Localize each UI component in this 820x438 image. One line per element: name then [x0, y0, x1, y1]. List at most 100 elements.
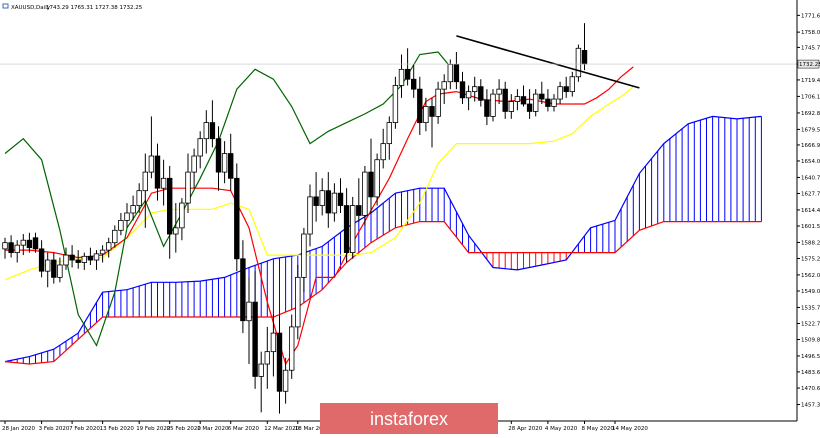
ichimoku-lines: [4, 51, 634, 366]
candle-body: [423, 106, 429, 123]
price-tick-label: 1771.60: [801, 13, 820, 19]
senkou-span-b-line: [4, 221, 762, 365]
trendline: [456, 35, 640, 89]
candle-body: [380, 143, 386, 161]
candle-body: [343, 205, 350, 253]
candle-body: [282, 369, 289, 392]
candle-body: [465, 91, 472, 99]
time-tick-label: 4 May 2020: [545, 426, 578, 432]
candle-body: [118, 220, 124, 231]
price-tick-label: 1640.70: [801, 175, 820, 181]
candle-body: [563, 86, 569, 93]
candle-body: [215, 138, 222, 173]
time-tick-label: 28 Jan 2020: [2, 426, 35, 432]
time-tick-label: 13 Feb 2020: [100, 426, 135, 432]
candle-body: [581, 50, 588, 65]
candle-body: [349, 205, 356, 253]
candle-body: [227, 153, 234, 179]
candle-body: [313, 196, 319, 206]
candle-body: [526, 103, 533, 112]
time-tick-label: 7 Feb 2020: [69, 426, 100, 432]
candle-body: [374, 159, 380, 198]
symbol-icon: [2, 3, 9, 9]
candle-body: [508, 101, 514, 112]
candle-body: [337, 192, 344, 206]
candle-body: [234, 177, 240, 260]
candle-body: [93, 253, 100, 261]
price-tick-label: 1614.45: [801, 208, 820, 214]
candle-body: [124, 212, 130, 221]
candle-body: [57, 264, 63, 278]
price-tick-label: 1719.45: [801, 78, 820, 84]
candle-body: [209, 122, 216, 140]
candle-body: [185, 171, 191, 204]
time-tick-label: 8 May 2020: [582, 426, 615, 432]
candle-body: [441, 81, 447, 90]
time-tick-label: 12 Mar 2020: [264, 426, 299, 432]
candle-body: [429, 106, 435, 117]
price-tick-label: 1562.00: [801, 273, 820, 279]
last-price-label: 1732.25: [799, 62, 820, 68]
price-tick-label: 1575.25: [801, 256, 820, 262]
candle-body: [14, 244, 20, 254]
candle-body: [557, 86, 563, 100]
candle-body: [435, 88, 441, 117]
candle-body: [569, 76, 575, 93]
candle-body: [295, 276, 301, 328]
candle-body: [502, 88, 508, 112]
candle-body: [191, 155, 197, 173]
candle-body: [63, 254, 69, 266]
senkou-span-a-line: [4, 115, 762, 363]
time-tick-label: 3 Feb 2020: [39, 426, 70, 432]
price-tick-label: 1483.65: [801, 370, 820, 376]
candle-body: [148, 155, 155, 173]
candle-body: [203, 122, 209, 140]
candle-body: [484, 99, 490, 117]
candle-body: [533, 93, 539, 112]
candle-body: [386, 122, 392, 145]
price-tick-label: 1496.55: [801, 354, 820, 360]
candle-body: [75, 259, 81, 263]
candle-body: [270, 332, 277, 353]
candle-body: [136, 190, 142, 206]
candle-body: [575, 47, 582, 78]
candle-body: [331, 192, 338, 214]
time-tick-label: 14 May 2020: [612, 426, 648, 432]
candle-body: [160, 177, 167, 189]
time-tick-label: 28 Apr 2020: [508, 426, 543, 432]
last-price-tag: [797, 59, 820, 69]
candle-body: [520, 96, 527, 105]
candle-body: [288, 326, 295, 371]
price-tick-label: 1758.05: [801, 30, 820, 36]
time-tick-label: 25 Feb 2020: [167, 426, 202, 432]
candle-body: [221, 153, 228, 173]
price-tick-label: 1666.95: [801, 143, 820, 149]
candle-body: [197, 138, 203, 157]
candle-body: [447, 63, 453, 83]
candle-body: [545, 98, 551, 107]
candle-body: [32, 237, 39, 250]
price-tick-label: 1522.75: [801, 321, 820, 327]
price-tick-label: 1601.50: [801, 224, 820, 230]
candle-body: [240, 258, 246, 322]
price-tick-label: 1706.15: [801, 94, 820, 100]
candle-body: [51, 259, 57, 278]
watermark: instaforex: [320, 403, 498, 434]
price-tick-label: 1549.00: [801, 289, 820, 295]
ohlc-label: 1743.29 1765.31 1727.38 1732.25: [46, 5, 143, 11]
candle-body: [362, 171, 368, 216]
price-tick-label: 1745.70: [801, 45, 820, 51]
price-tick-label: 1692.80: [801, 111, 820, 117]
watermark-background: [320, 403, 498, 434]
tenkan-sen-line: [5, 66, 634, 366]
symbol-label: XAUUSD,Daily: [11, 5, 51, 11]
candle-body: [459, 81, 466, 99]
candle-body: [398, 68, 405, 86]
candle-body: [179, 202, 185, 229]
candle-body: [2, 242, 8, 250]
candlesticks: [2, 23, 588, 414]
candle-body: [106, 242, 112, 251]
